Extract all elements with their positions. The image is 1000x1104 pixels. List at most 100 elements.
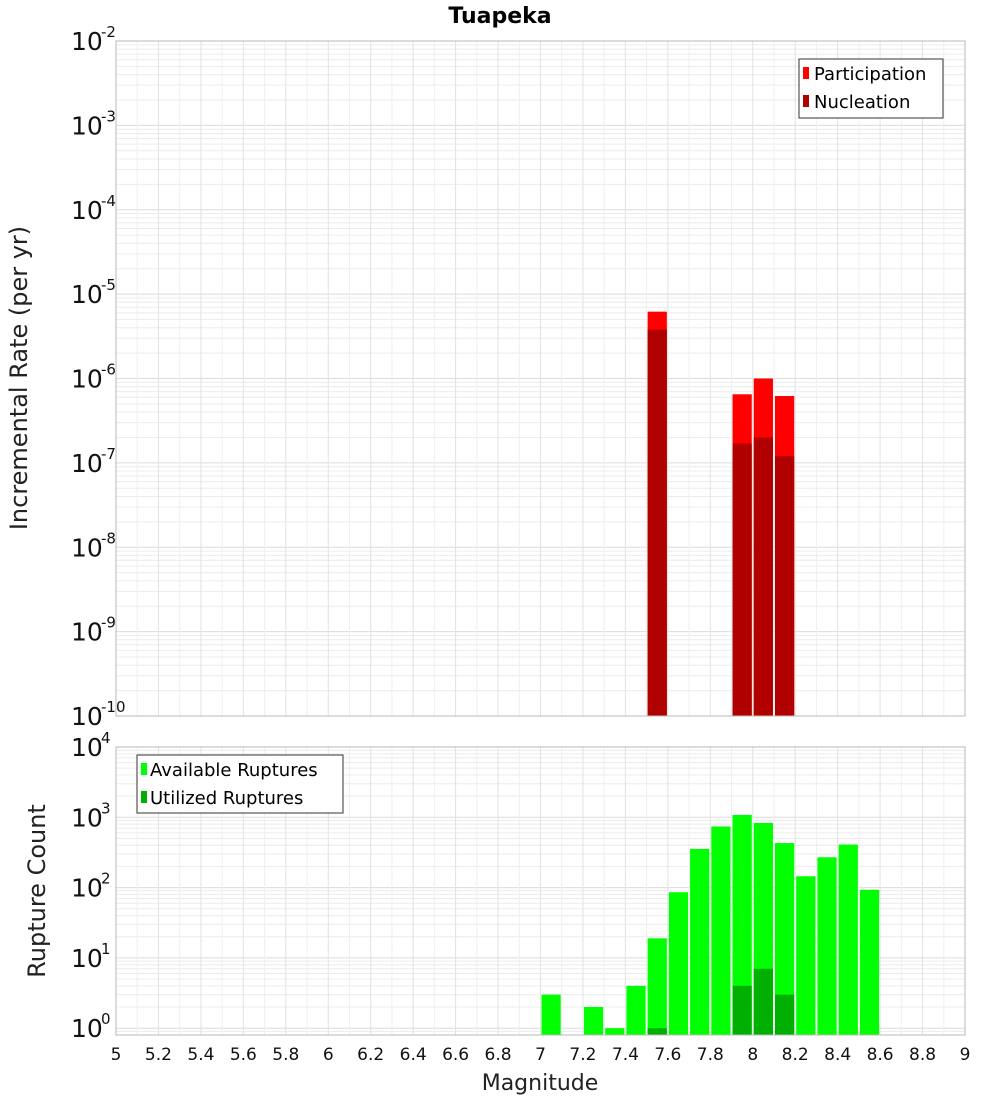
bottom-bar-utilized-ruptures-1 bbox=[732, 985, 752, 1035]
bottom-y-tick-3: 103 bbox=[71, 799, 111, 832]
top-legend: Participation Nucleation bbox=[798, 58, 944, 119]
x-tick-12: 7.4 bbox=[612, 1045, 639, 1065]
top-y-tick-7: 10-3 bbox=[71, 107, 116, 140]
chart-title: Tuapeka bbox=[448, 4, 551, 29]
svg-text:10: 10 bbox=[71, 280, 103, 309]
x-tick-6: 6.2 bbox=[357, 1045, 384, 1065]
bottom-bar-utilized-ruptures-3 bbox=[774, 994, 795, 1035]
svg-text:10: 10 bbox=[71, 733, 103, 762]
top-y-tick-5: 10-5 bbox=[71, 276, 116, 309]
x-tick-13: 7.6 bbox=[654, 1045, 681, 1065]
x-tick-2: 5.4 bbox=[187, 1045, 214, 1065]
bottom-y-tick-4: 104 bbox=[71, 729, 111, 762]
svg-text:-3: -3 bbox=[101, 107, 116, 125]
top-y-tick-1: 10-9 bbox=[71, 614, 116, 647]
svg-text:10: 10 bbox=[71, 533, 103, 562]
top-grid bbox=[115, 40, 966, 717]
svg-text:10: 10 bbox=[71, 702, 103, 731]
bottom-legend: Available Ruptures Utilized Ruptures bbox=[136, 754, 344, 814]
svg-text:-10: -10 bbox=[101, 698, 126, 716]
x-tick-16: 8.2 bbox=[782, 1045, 809, 1065]
x-tick-3: 5.6 bbox=[230, 1045, 257, 1065]
svg-text:-9: -9 bbox=[101, 614, 116, 632]
bottom-bar-available-ruptures-12 bbox=[817, 857, 837, 1035]
svg-text:0: 0 bbox=[101, 1010, 111, 1028]
x-tick-10: 7 bbox=[535, 1045, 546, 1065]
x-ticks: 5 5.2 5.4 5.6 5.8 6 6.2 6.4 6.6 6.8 7 7.2 7.4 7.6 7.8 8… bbox=[111, 1045, 971, 1065]
bottom-bar-available-ruptures-3 bbox=[626, 985, 646, 1035]
svg-text:10: 10 bbox=[71, 803, 103, 832]
legend-label-nucleation: Nucleation bbox=[814, 92, 910, 113]
svg-text:10: 10 bbox=[71, 365, 103, 394]
x-tick-20: 9 bbox=[960, 1045, 971, 1065]
x-tick-4: 5.8 bbox=[272, 1045, 299, 1065]
svg-text:10: 10 bbox=[71, 1014, 103, 1043]
top-bar-nucleation-2 bbox=[753, 437, 773, 716]
top-bar-nucleation-0 bbox=[647, 329, 667, 716]
svg-text:10: 10 bbox=[71, 874, 103, 903]
bottom-bar-utilized-ruptures-0 bbox=[647, 1028, 667, 1035]
svg-text:-2: -2 bbox=[101, 23, 116, 41]
x-tick-0: 5 bbox=[111, 1045, 122, 1065]
x-tick-5: 6 bbox=[323, 1045, 334, 1065]
x-tick-11: 7.2 bbox=[569, 1045, 596, 1065]
x-tick-9: 6.8 bbox=[485, 1045, 512, 1065]
svg-text:2: 2 bbox=[101, 870, 111, 888]
bottom-bar-available-ruptures-5 bbox=[668, 892, 689, 1035]
top-bar-nucleation-3 bbox=[774, 456, 795, 716]
svg-text:-4: -4 bbox=[101, 192, 116, 210]
bottom-bar-available-ruptures-14 bbox=[859, 889, 880, 1035]
bottom-bar-available-ruptures-0 bbox=[541, 994, 561, 1035]
top-y-tick-3: 10-7 bbox=[71, 445, 116, 478]
top-y-tick-2: 10-8 bbox=[71, 529, 116, 562]
legend-label-available: Available Ruptures bbox=[150, 760, 318, 781]
bottom-y-tick-0: 100 bbox=[71, 1010, 111, 1043]
svg-text:4: 4 bbox=[101, 729, 111, 747]
x-axis-label: Magnitude bbox=[482, 1071, 599, 1096]
legend-label-participation: Participation bbox=[814, 64, 926, 85]
svg-text:10: 10 bbox=[71, 449, 103, 478]
top-y-axis-label: Incremental Rate (per yr) bbox=[5, 226, 33, 530]
top-bars bbox=[647, 311, 795, 716]
svg-text:-7: -7 bbox=[101, 445, 116, 463]
svg-text:-6: -6 bbox=[101, 361, 116, 379]
bottom-bar-available-ruptures-7 bbox=[711, 826, 731, 1035]
x-tick-17: 8.4 bbox=[824, 1045, 851, 1065]
x-tick-14: 7.8 bbox=[697, 1045, 724, 1065]
bottom-bar-available-ruptures-1 bbox=[583, 1007, 604, 1035]
legend-swatch-available bbox=[141, 763, 147, 775]
top-y-tick-0: 10-10 bbox=[71, 698, 126, 731]
top-y-tick-6: 10-4 bbox=[71, 192, 116, 225]
svg-text:10: 10 bbox=[71, 111, 103, 140]
svg-text:10: 10 bbox=[71, 944, 103, 973]
svg-text:10: 10 bbox=[71, 27, 103, 56]
top-y-tick-8: 10-2 bbox=[71, 23, 116, 56]
svg-text:10: 10 bbox=[71, 618, 103, 647]
bottom-y-tick-1: 101 bbox=[71, 940, 111, 973]
bottom-bar-available-ruptures-11 bbox=[796, 876, 816, 1035]
bottom-bar-available-ruptures-8 bbox=[732, 814, 752, 1035]
bottom-y-axis-label: Rupture Count bbox=[23, 804, 51, 978]
x-tick-8: 6.6 bbox=[442, 1045, 469, 1065]
bottom-bar-available-ruptures-4 bbox=[647, 938, 667, 1035]
x-tick-1: 5.2 bbox=[145, 1045, 172, 1065]
bottom-bar-available-ruptures-13 bbox=[838, 844, 858, 1035]
bottom-bar-available-ruptures-2 bbox=[605, 1028, 625, 1035]
x-tick-18: 8.6 bbox=[867, 1045, 894, 1065]
legend-swatch-nucleation bbox=[803, 95, 809, 107]
bottom-bar-utilized-ruptures-2 bbox=[753, 968, 773, 1035]
svg-text:-5: -5 bbox=[101, 276, 116, 294]
x-tick-15: 8 bbox=[747, 1045, 758, 1065]
top-bar-nucleation-1 bbox=[732, 443, 752, 716]
legend-label-utilized: Utilized Ruptures bbox=[150, 788, 303, 809]
svg-text:10: 10 bbox=[71, 196, 103, 225]
bottom-bar-available-ruptures-6 bbox=[690, 848, 710, 1035]
legend-swatch-utilized bbox=[141, 791, 147, 803]
x-tick-7: 6.4 bbox=[400, 1045, 427, 1065]
x-tick-19: 8.8 bbox=[909, 1045, 936, 1065]
bottom-y-tick-2: 102 bbox=[71, 870, 111, 903]
bottom-bar-available-ruptures-10 bbox=[774, 843, 795, 1035]
